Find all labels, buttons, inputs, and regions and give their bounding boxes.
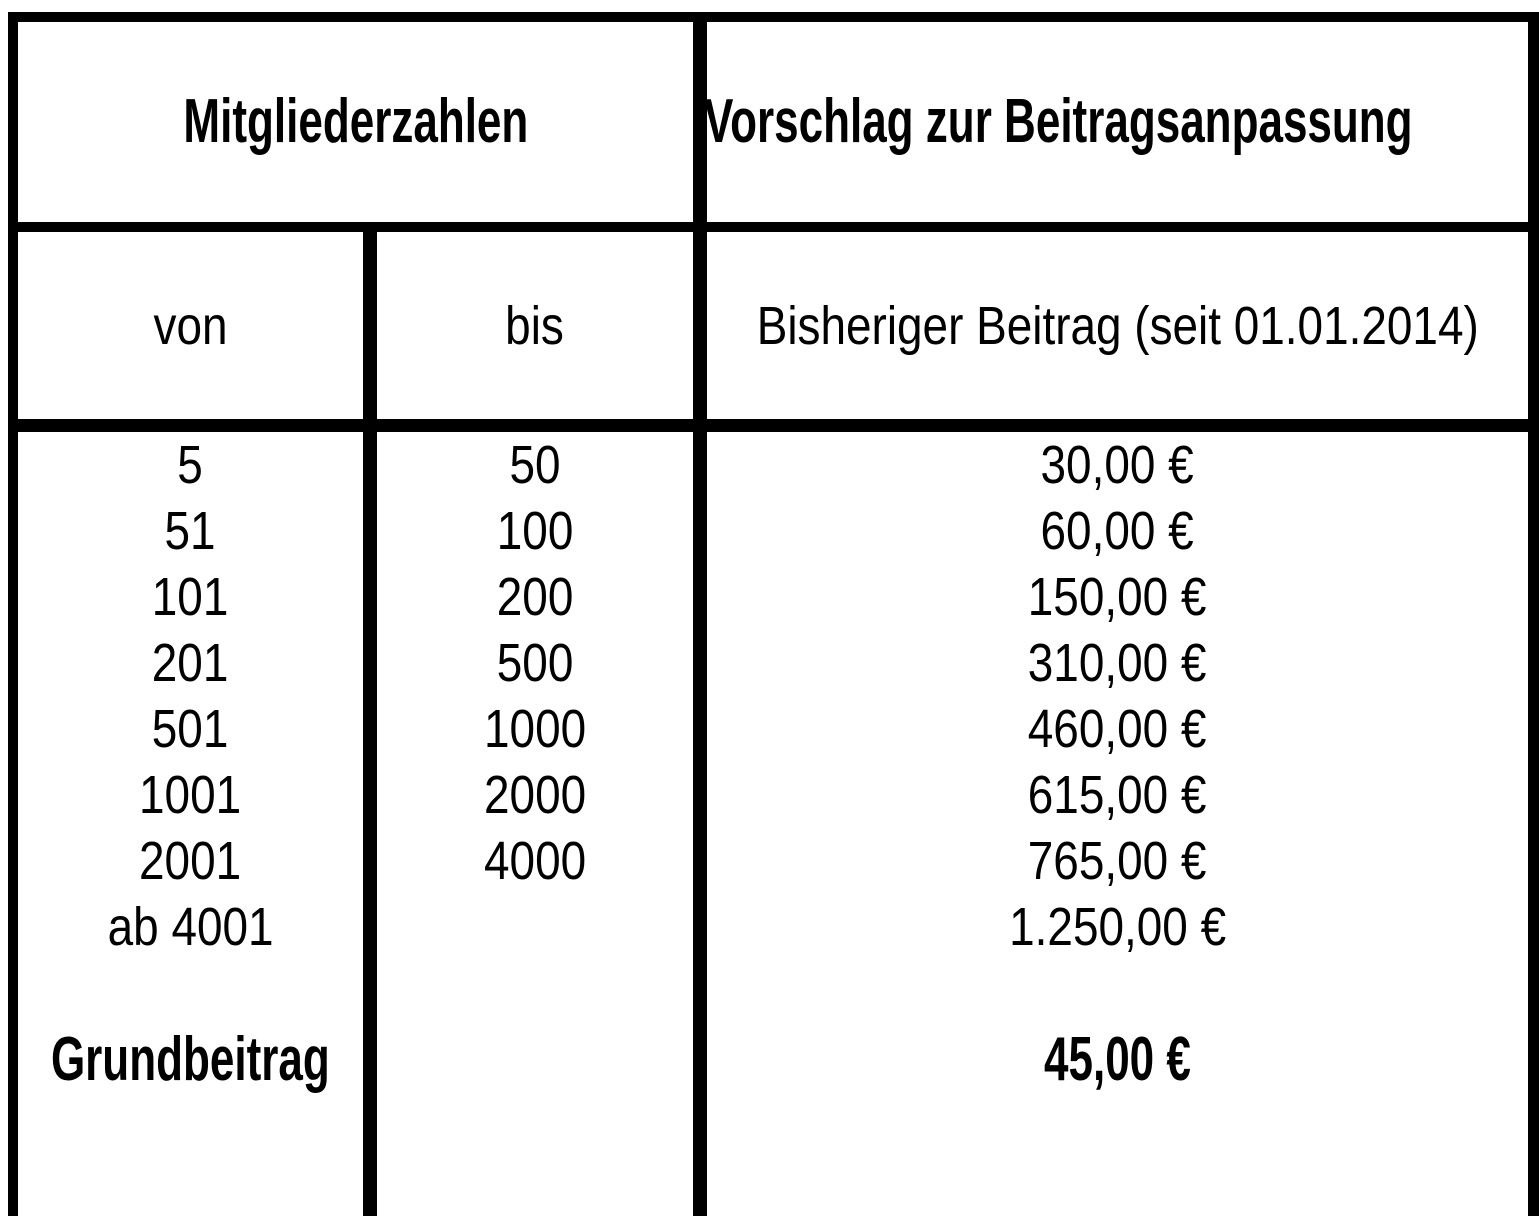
von-cell: 101: [18, 564, 363, 630]
beitrag-cell: 1.250,00 €: [707, 894, 1528, 960]
von-value: 501: [152, 699, 229, 759]
beitrag-value: 765,00 €: [1028, 831, 1207, 891]
beitrag-value: 1.250,00 €: [1009, 897, 1226, 957]
beitrag-value: 460,00 €: [1028, 699, 1207, 759]
bis-value: 500: [496, 633, 574, 693]
bis-cell: 200: [377, 564, 693, 630]
column-header-previous-fee-label: Bisheriger Beitrag (seit 01.01.2014): [756, 295, 1479, 356]
beitrag-value: 615,00 €: [1028, 765, 1207, 825]
beitrag-cell: 60,00 €: [707, 498, 1528, 564]
column-header-von-label: von: [153, 295, 228, 356]
bis-value: 50: [509, 435, 561, 495]
von-cell: ab 4001: [18, 894, 363, 960]
proposal-group-header-label: Vorschlag zur Beitragsanpassung: [704, 87, 1413, 156]
von-value: 2001: [139, 831, 242, 891]
bis-value: 2000: [483, 765, 587, 825]
von-value: ab 4001: [107, 897, 274, 957]
bis-value: 200: [496, 567, 574, 627]
beitrag-cell: 150,00 €: [707, 564, 1528, 630]
grundbeitrag-value: 45,00 €: [1044, 1025, 1191, 1094]
grundbeitrag-label-cell: Grundbeitrag: [18, 1027, 363, 1093]
members-group-header-cell: Mitgliederzahlen: [18, 22, 693, 222]
von-value: 5: [177, 435, 204, 495]
bis-cell: 2000: [377, 762, 693, 828]
beitrag-cell: 615,00 €: [707, 762, 1528, 828]
bis-value: 1000: [483, 699, 587, 759]
bis-cell: 100: [377, 498, 693, 564]
bis-cell: 500: [377, 630, 693, 696]
table-divider-main-columns: [693, 12, 707, 1216]
column-header-von-cell: von: [18, 232, 363, 419]
table-rule-below-group-header: [8, 222, 1539, 232]
column-header-previous-fee-cell: Bisheriger Beitrag (seit 01.01.2014): [707, 232, 1528, 419]
von-value: 1001: [139, 765, 242, 825]
table-border-top: [8, 12, 1539, 22]
von-cell: 5: [18, 432, 363, 498]
beitrag-value: 310,00 €: [1028, 633, 1207, 693]
beitrag-cell: 30,00 €: [707, 432, 1528, 498]
von-cell: 501: [18, 696, 363, 762]
beitrag-value: 150,00 €: [1028, 567, 1207, 627]
table-border-left: [8, 12, 18, 1216]
beitrag-cell: 310,00 €: [707, 630, 1528, 696]
beitrag-value: 30,00 €: [1040, 435, 1195, 495]
members-group-header-label: Mitgliederzahlen: [183, 87, 528, 156]
table-rule-below-subheader: [8, 419, 1539, 432]
von-cell: 51: [18, 498, 363, 564]
table-divider-von-bis: [363, 222, 377, 1216]
beitrag-cell: 460,00 €: [707, 696, 1528, 762]
von-value: 101: [152, 567, 229, 627]
beitrag-value: 60,00 €: [1040, 501, 1195, 561]
bis-value: 4000: [483, 831, 587, 891]
table-border-right: [1528, 12, 1539, 1216]
von-cell: 2001: [18, 828, 363, 894]
von-value: 51: [164, 501, 217, 561]
bis-value: 100: [496, 501, 574, 561]
von-cell: 201: [18, 630, 363, 696]
grundbeitrag-label: Grundbeitrag: [51, 1025, 330, 1094]
bis-cell: 50: [377, 432, 693, 498]
von-cell: 1001: [18, 762, 363, 828]
beitrag-cell: 765,00 €: [707, 828, 1528, 894]
bis-cell: 4000: [377, 828, 693, 894]
column-header-bis-cell: bis: [377, 232, 693, 419]
von-value: 201: [152, 633, 229, 693]
grundbeitrag-value-cell: 45,00 €: [707, 1027, 1528, 1093]
bis-cell: [377, 894, 693, 960]
column-header-bis-label: bis: [505, 295, 565, 356]
proposal-group-header-cell: Vorschlag zur Beitragsanpassung: [704, 22, 1528, 222]
bis-cell: 1000: [377, 696, 693, 762]
